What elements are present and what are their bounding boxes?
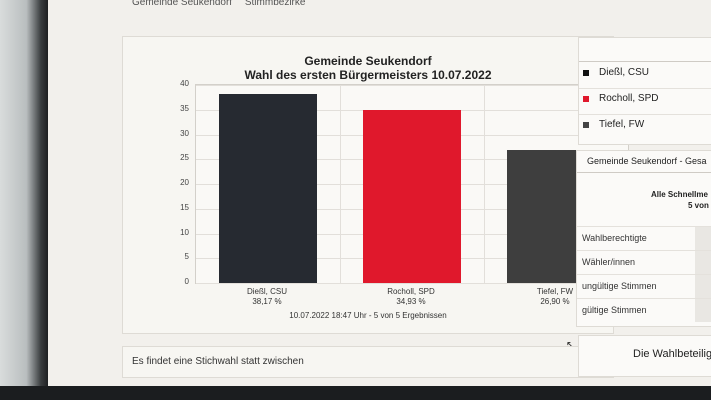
browser-screen: Gemeinde Seukendorf Stimmbezirke Gemeind… [48,0,711,386]
results-row-value [695,251,711,274]
legend-swatch-diessl [583,70,589,76]
results-row-value [695,275,711,298]
bar-0[interactable] [219,94,317,283]
x-label-0: Dießl, CSU 38,17 % [212,287,322,307]
x-label-1: Rocholl, SPD 34,93 % [356,287,466,307]
monitor-bezel-left [0,0,48,400]
results-row-waehler: Wähler/innen [577,250,711,274]
results-row-ungueltige: ungültige Stimmen [577,274,711,298]
results-row-label: gültige Stimmen [582,305,647,315]
y-tick-label: 25 [180,153,189,163]
legend-item-tiefel[interactable]: Tiefel, FW [579,114,711,140]
y-tick-label: 40 [180,79,189,88]
bar-1[interactable] [363,110,461,283]
legend-item-diessl[interactable]: Dießl, CSU [579,62,711,89]
nav-item-gemeinde[interactable]: Gemeinde Seukendorf [132,0,233,8]
chart-title: Gemeinde Seukendorf [304,54,432,68]
top-navigation: Gemeinde Seukendorf Stimmbezirke [132,0,315,8]
results-divider [577,172,711,173]
monitor-bezel-bottom [0,386,711,400]
results-row-gueltige: gültige Stimmen [577,298,711,322]
stichwahl-panel: Es findet eine Stichwahl statt zwischen [122,346,614,378]
legend-item-rocholl[interactable]: Rocholl, SPD [579,88,711,115]
legend-divider [579,61,711,62]
legend-label-rocholl: Rocholl, SPD [599,93,659,104]
y-tick-label: 0 [184,277,189,286]
x-label-2: Tiefel, FW 26,90 % [500,287,610,307]
grid-line-v [340,85,341,283]
x-label-name: Dießl, CSU [246,287,287,296]
results-row-label: ungültige Stimmen [582,281,657,291]
wahlbeteiligung-title: Die Wahlbeteilig [633,348,711,360]
y-tick-label: 10 [180,227,189,237]
y-tick-label: 30 [180,128,189,138]
grid-line-h [196,283,628,284]
x-label-name: Tiefel, FW [536,287,574,296]
plot-area [195,84,629,284]
chart-subtitle: Wahl des ersten Bürgermeisters 10.07.202… [244,68,492,82]
y-tick-label: 15 [180,202,189,212]
results-row-wahlberechtigte: Wahlberechtigte [577,226,711,250]
x-label-value: 34,93 % [396,297,426,306]
results-subtitle-1: Alle Schnellme [651,190,708,199]
results-panel: Gemeinde Seukendorf - Gesa Alle Schnellm… [576,150,711,327]
legend-swatch-rocholl [583,96,589,102]
results-row-label: Wähler/innen [582,257,636,267]
legend-swatch-tiefel [583,122,589,128]
results-row-value [695,299,711,322]
results-subtitle-2: 5 von [688,201,709,210]
results-title: Gemeinde Seukendorf - Gesa [587,156,707,166]
y-tick-label: 5 [184,252,189,262]
legend-label-tiefel: Tiefel, FW [599,119,645,130]
nav-item-stimmbezirke[interactable]: Stimmbezirke [244,0,306,8]
legend-panel: Dießl, CSU Rocholl, SPD Tiefel, FW [578,37,711,145]
wahlbeteiligung-panel: Die Wahlbeteilig [578,335,711,377]
y-tick-label: 20 [180,178,189,187]
chart-footnote: 10.07.2022 18:47 Uhr - 5 von 5 Ergebniss… [289,311,447,320]
x-label-name: Rocholl, SPD [387,287,435,296]
y-tick-label: 35 [180,103,189,113]
x-label-value: 26,90 % [540,297,570,306]
stichwahl-text: Es findet eine Stichwahl statt zwischen [132,356,304,367]
grid-line-h [196,85,628,86]
x-label-value: 38,17 % [252,297,282,306]
results-row-label: Wahlberechtigte [582,233,647,243]
results-row-value [695,227,711,250]
mouse-pointer-icon: ↖ [566,340,574,351]
grid-line-v [484,85,485,283]
chart-panel: Gemeinde Seukendorf Wahl des ersten Bürg… [122,36,629,351]
legend-label-diessl: Dießl, CSU [599,67,650,78]
